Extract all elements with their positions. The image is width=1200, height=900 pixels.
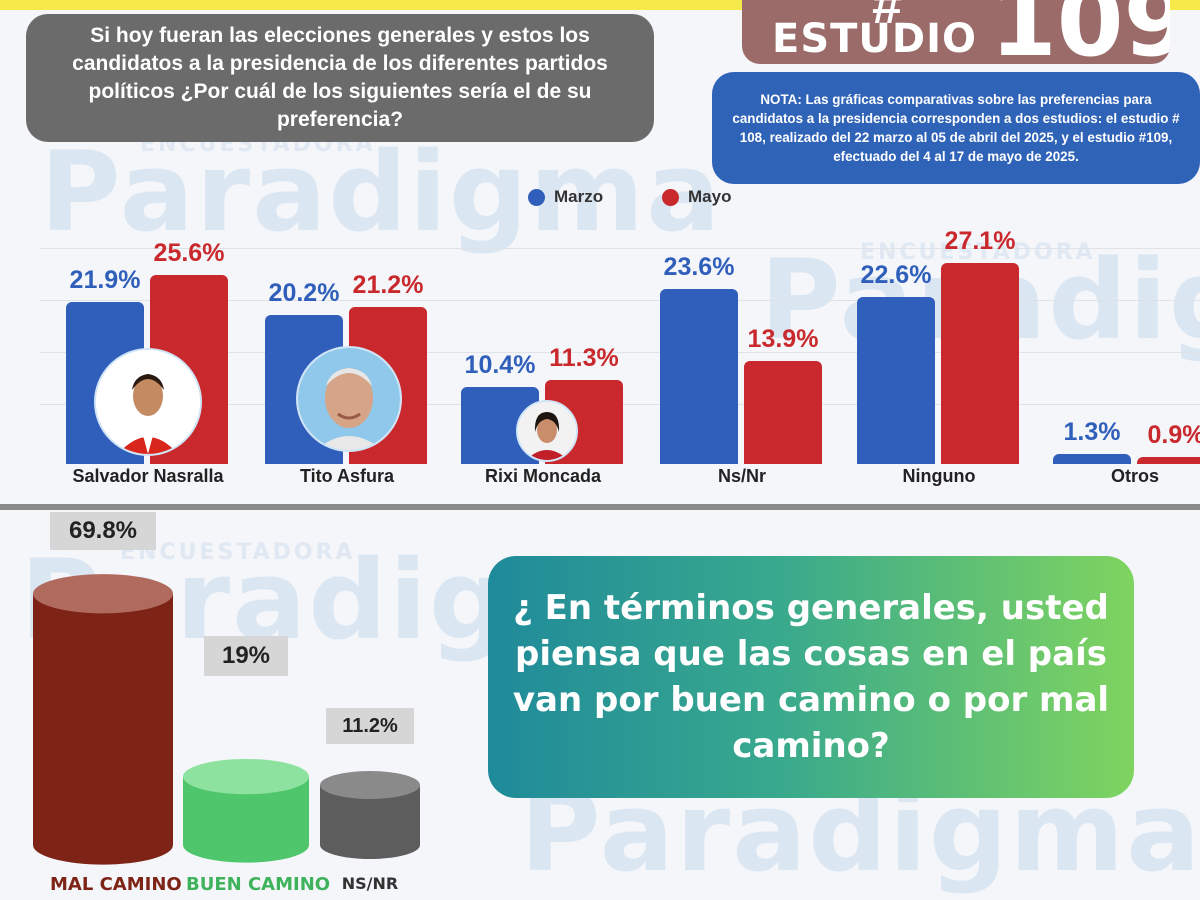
category-label-rixi-moncada: Rixi Moncada <box>484 466 602 486</box>
legend-marzo-label: Marzo <box>554 187 604 206</box>
survey-question-box: Si hoy fueran las elecciones generales y… <box>26 14 654 142</box>
value-label-mayo-salvador-nasralla: 25.6% <box>153 238 225 267</box>
value-label-marzo-tito-asfura: 20.2% <box>268 278 340 307</box>
value-label-marzo-ns-nr: 23.6% <box>663 253 735 282</box>
category-label-tito-asfura: Tito Asfura <box>299 466 394 486</box>
camino-cylinder-chart <box>33 574 420 865</box>
bar-mayo-ninguno <box>941 263 1019 464</box>
value-label-marzo-rixi-moncada: 10.4% <box>464 351 536 380</box>
candidate-photo-asfura <box>296 346 402 452</box>
legend-mayo: Mayo <box>662 187 731 207</box>
category-label-salvador-nasralla: Salvador Nasralla <box>72 466 224 486</box>
cylinder-mal-camino <box>33 574 173 865</box>
value-label-marzo-ninguno: 22.6% <box>860 260 932 289</box>
value-label-mal-camino: 69.8% <box>50 512 156 550</box>
top-yellow-strip <box>0 0 1200 10</box>
value-label-buen-camino: 19% <box>204 636 288 676</box>
watermark-brand-1: Paradigma <box>40 128 723 256</box>
value-label-mayo-otros: 0.9% <box>1147 421 1200 450</box>
estudio-number: 109 <box>990 0 1170 64</box>
estudio-word: ESTUDIO <box>772 16 977 62</box>
gridline <box>40 300 1200 301</box>
value-label-mayo-rixi-moncada: 11.3% <box>549 344 619 373</box>
value-label-nsnr: 11.2% <box>326 708 414 744</box>
estudio-badge: # ESTUDIO 109 <box>742 0 1170 64</box>
legend-marzo-dot <box>528 188 545 206</box>
gridline <box>40 248 1200 249</box>
value-label-mayo-tito-asfura: 21.2% <box>352 271 424 300</box>
legend-mayo-dot <box>662 188 679 206</box>
value-label-marzo-salvador-nasralla: 21.9% <box>69 265 141 294</box>
nota-box: NOTA: Las gráficas comparativas sobre la… <box>712 72 1200 184</box>
legend-marzo: Marzo <box>528 187 603 207</box>
gridline <box>40 352 1200 353</box>
bar-marzo-otros <box>1053 454 1131 464</box>
bar-mayo-ns-nr <box>744 361 822 464</box>
estudio-hash: # <box>872 0 903 35</box>
survey-question-text: Si hoy fueran las elecciones generales y… <box>72 24 608 131</box>
category-label-buen-camino: BUEN CAMINO <box>186 874 331 895</box>
category-label-ninguno: Ninguno <box>902 466 976 486</box>
section-divider <box>0 504 1200 510</box>
candidate-photo-nasralla <box>94 348 202 456</box>
value-label-marzo-otros: 1.3% <box>1063 418 1121 447</box>
camino-question-text: ¿ En términos generales, usted piensa qu… <box>512 588 1110 766</box>
legend-mayo-label: Mayo <box>688 187 732 206</box>
value-label-mayo-ns-nr: 13.9% <box>747 325 819 354</box>
cylinder-ns-nr <box>320 771 420 859</box>
candidate-photo-moncada <box>516 400 578 462</box>
category-label-otros: Otros <box>1110 466 1159 486</box>
bar-mayo-otros <box>1137 457 1200 464</box>
bar-marzo-ns-nr <box>660 289 738 464</box>
value-label-mayo-ninguno: 27.1% <box>944 227 1016 256</box>
cylinder-buen-camino <box>183 758 309 863</box>
category-label-mal-camino: MAL CAMINO <box>50 874 182 895</box>
nota-text: NOTA: Las gráficas comparativas sobre la… <box>732 92 1180 164</box>
category-label-nsnr: NS/NR <box>341 874 399 893</box>
camino-question-box: ¿ En términos generales, usted piensa qu… <box>488 556 1134 798</box>
category-label-ns-nr: Ns/Nr <box>717 466 766 486</box>
bar-marzo-ninguno <box>857 296 935 464</box>
